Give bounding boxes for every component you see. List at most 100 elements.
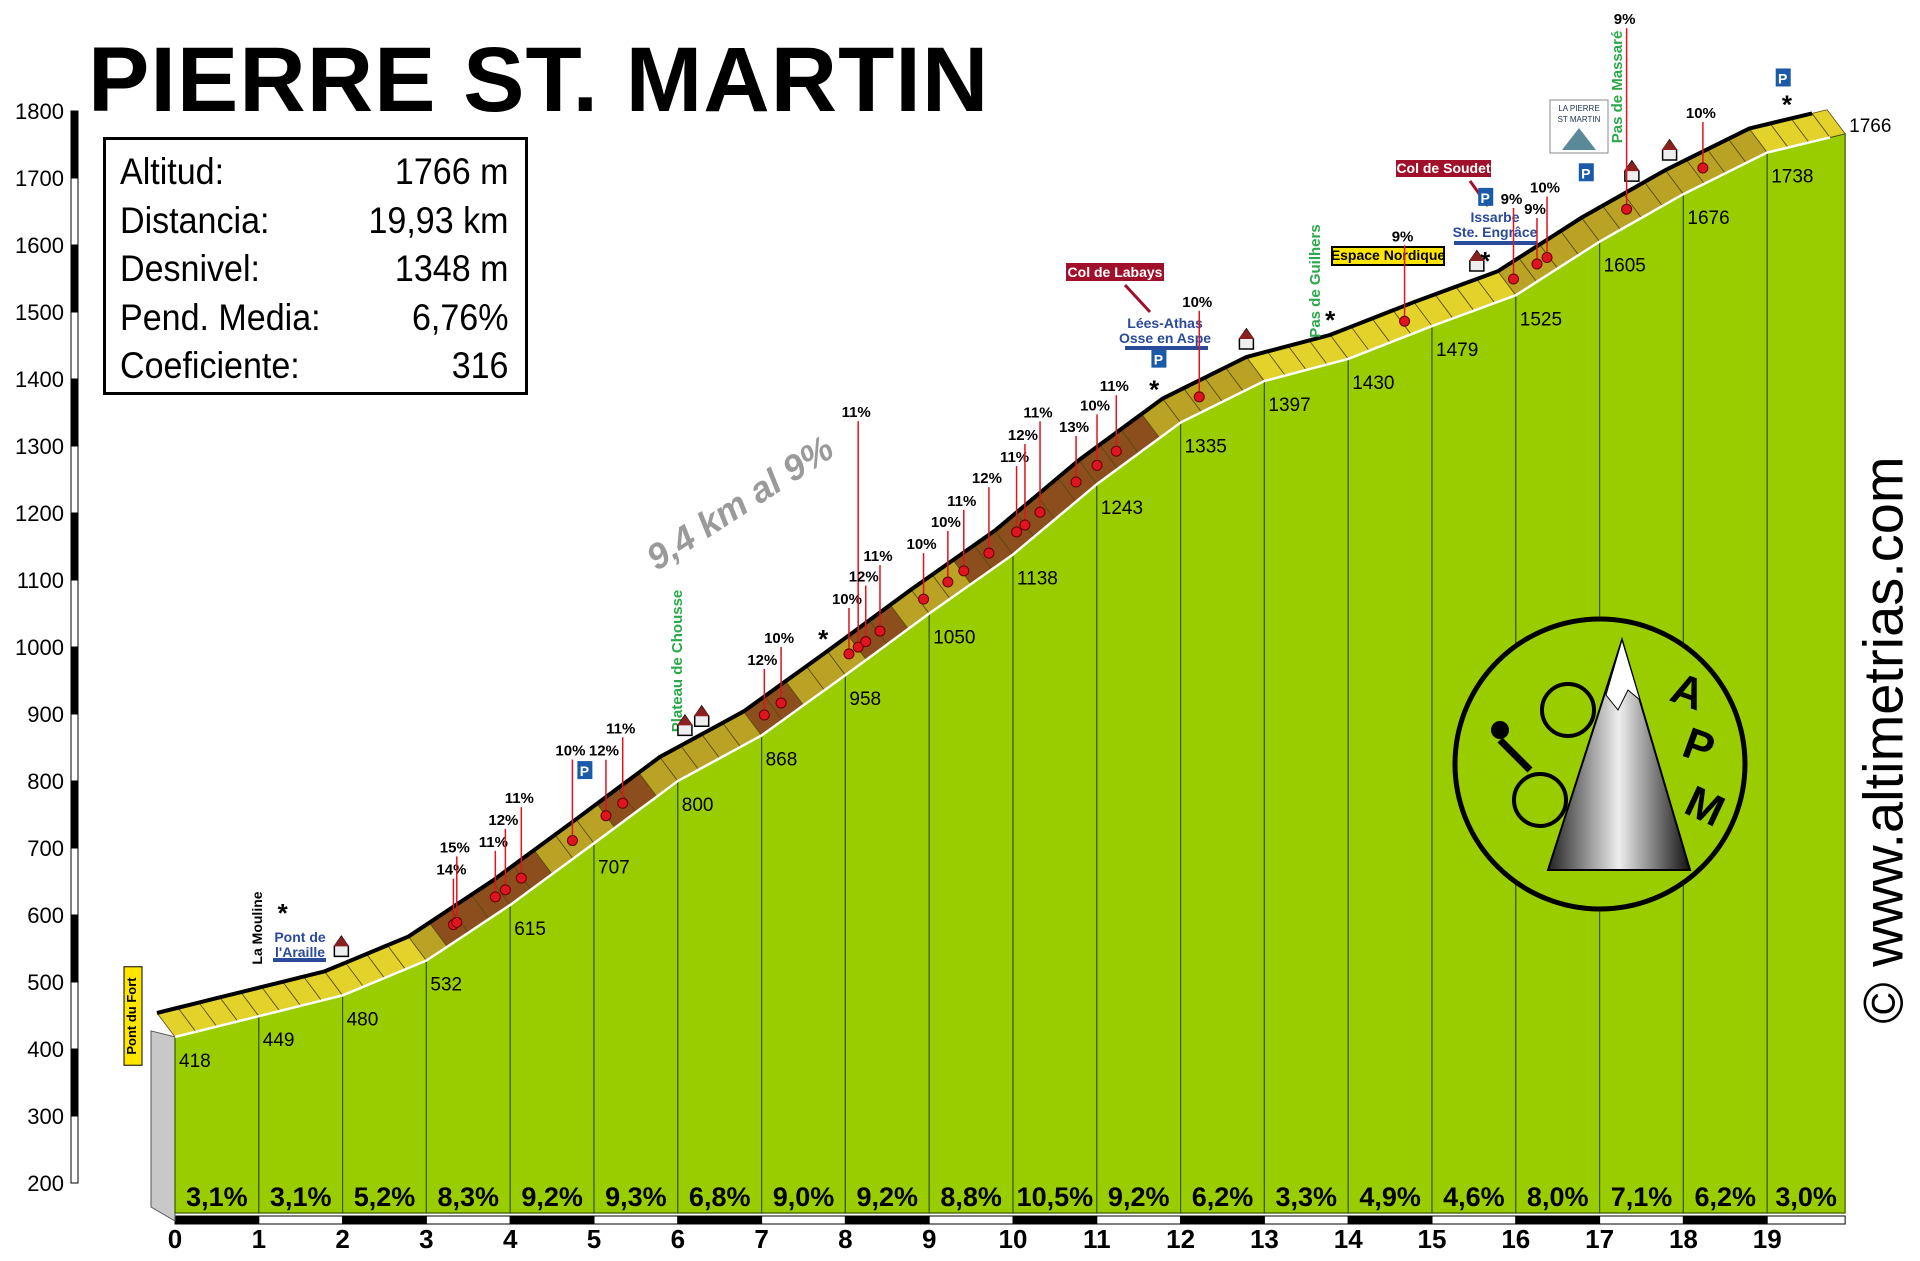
x-axis-scale-segment	[928, 1215, 1014, 1225]
altitude-label: 1243	[1101, 498, 1143, 519]
terrain-segment	[1012, 482, 1098, 1214]
x-tick-label: 14	[1334, 1224, 1363, 1254]
segment-gradient-label: 3,1%	[186, 1182, 248, 1212]
ramp-marker-dot	[942, 576, 954, 588]
y-tick-label: 1800	[15, 99, 64, 124]
terrain-segment	[342, 959, 427, 1214]
x-tick-label: 11	[1083, 1224, 1111, 1254]
house-roof	[1468, 250, 1485, 261]
x-tick-label: 6	[671, 1224, 685, 1254]
road-bottom-edge	[174, 136, 1831, 1039]
segment-gradient-label: 8,8%	[940, 1182, 1002, 1212]
parking-sign	[1151, 349, 1167, 368]
info-value: 19,93 km	[368, 199, 509, 241]
place-label: Ste. Engrâce	[1453, 224, 1538, 240]
x-tick-label: 3	[419, 1224, 433, 1254]
ramp-gradient-label: 11%	[1023, 404, 1052, 421]
x-tick-label: 4	[503, 1224, 518, 1254]
y-tick-label: 1200	[15, 501, 64, 526]
altitude-label: 1335	[1185, 437, 1227, 458]
x-axis-scale-segment	[593, 1215, 679, 1225]
place-label: Lées-Athas	[1127, 315, 1203, 331]
ramp-gradient-label: 15%	[440, 839, 470, 856]
ramp-gradient-label: 9%	[1524, 201, 1546, 218]
x-axis-scale-segment	[1096, 1215, 1182, 1225]
parking-letter: P	[580, 763, 589, 779]
y-axis-scale-segment	[70, 914, 79, 983]
y-tick-label: 500	[27, 970, 64, 995]
place-label: Pas de Massaré	[1609, 31, 1626, 144]
terrain-segment	[509, 842, 595, 1214]
place-label: Plateau de Chousse	[669, 590, 686, 733]
y-axis-scale-segment	[70, 981, 79, 1050]
climb-info-box: Altitud: 1766 m Distancia: 19,93 km Desniv…	[103, 137, 528, 395]
ramp-gradient-label: 9%	[1392, 228, 1414, 245]
segment-gradient-label: 6,2%	[1695, 1182, 1757, 1212]
ramp-gradient-label: 12%	[747, 652, 777, 669]
ramp-marker-dot	[489, 891, 501, 903]
info-row-elevation-gain: Desnivel: 1348 m	[120, 245, 508, 294]
place-label: Osse en Aspe	[1119, 330, 1211, 346]
altitude-label: 800	[682, 795, 714, 816]
y-axis-scale-segment	[70, 713, 79, 782]
ramp-gradient-label: 12%	[1008, 427, 1038, 444]
house-roof	[693, 706, 710, 717]
vertical-place-label: Pont du Fort	[123, 966, 143, 1066]
house-roof	[1238, 329, 1255, 340]
x-axis-scale-segment	[1682, 1215, 1768, 1225]
x-axis-scale-segment	[1012, 1215, 1098, 1225]
ramp-marker-dot	[1541, 252, 1553, 264]
altitude-label: 707	[598, 857, 630, 878]
info-value: 1766 m	[394, 151, 509, 192]
x-tick-label: 10	[999, 1224, 1028, 1254]
segment-gradient-label: 9,2%	[1108, 1182, 1170, 1212]
x-tick-label: 2	[335, 1224, 349, 1254]
ramp-marker-dot	[1697, 162, 1709, 174]
terrain-segment	[1096, 421, 1182, 1214]
y-axis-scale-segment	[70, 579, 79, 648]
long-climb-label: 9,4 km al 9%	[639, 427, 841, 578]
ramp-marker-dot	[852, 641, 864, 653]
y-tick-label: 1700	[15, 166, 64, 191]
x-axis-scale-segment	[761, 1215, 846, 1225]
ramp-marker-dot	[1091, 459, 1103, 471]
altitude-label: 418	[179, 1051, 211, 1072]
altitude-label: 532	[430, 975, 462, 996]
altitude-label: 1430	[1352, 373, 1394, 394]
x-tick-label: 8	[838, 1224, 852, 1254]
y-axis-scale-segment	[70, 311, 79, 380]
info-label: Coeficiente:	[120, 345, 300, 386]
y-tick-label: 1400	[15, 367, 64, 392]
apm-logo: A P M	[1452, 616, 1748, 912]
ramp-marker-dot	[499, 884, 511, 896]
star-icon: *	[1325, 305, 1336, 335]
ramp-marker-dot	[1019, 519, 1031, 531]
y-axis-scale-segment	[70, 847, 79, 916]
terrain-segment	[1766, 133, 1846, 1214]
segment-gradient-label: 6,2%	[1192, 1182, 1254, 1212]
ramp-marker-dot	[775, 697, 787, 709]
ramp-marker-dot	[983, 547, 995, 559]
altitude-label: 1397	[1268, 395, 1310, 416]
y-tick-label: 400	[27, 1037, 64, 1062]
info-value: 316	[451, 345, 509, 386]
x-tick-label: 5	[587, 1224, 601, 1254]
ramp-gradient-label: 9%	[1614, 11, 1636, 28]
ramp-marker-dot	[1070, 476, 1082, 488]
ramp-gradient-label: 10%	[931, 514, 961, 531]
terrain-area	[150, 133, 1846, 1222]
x-axis-scale-segment	[1347, 1215, 1433, 1225]
altitude-label: 1676	[1687, 208, 1729, 229]
ramp-gradient-label: 10%	[832, 591, 862, 608]
ramp-marker-dot	[1034, 506, 1046, 518]
y-tick-label: 1000	[15, 635, 64, 660]
star-icon: *	[1782, 89, 1793, 119]
ramp-gradient-label: 10%	[764, 630, 794, 647]
ramp-gradient-label: 11%	[947, 493, 976, 510]
parking-sign	[1478, 187, 1494, 206]
parking-sign	[577, 761, 593, 780]
place-label: Issarbe	[1470, 209, 1519, 225]
ramp-gradient-label: 10%	[1080, 397, 1110, 414]
info-row-average-gradient: Pend. Media: 6,76%	[120, 294, 508, 343]
ramp-marker-dot	[1508, 273, 1520, 285]
